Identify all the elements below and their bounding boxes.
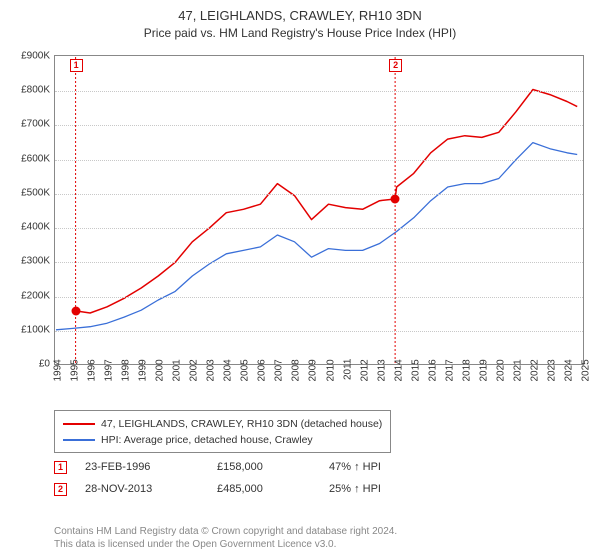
sale-marker-icon: 2 — [389, 59, 402, 72]
x-axis-label: 2013 — [376, 337, 387, 367]
sale-marker-icon: 1 — [70, 59, 83, 72]
transaction-amount: £158,000 — [217, 461, 329, 473]
transaction-marker-icon: 1 — [54, 461, 67, 474]
x-axis-label: 2017 — [444, 337, 455, 367]
y-axis-label: £200K — [21, 290, 50, 301]
x-axis-label: 2004 — [223, 337, 234, 367]
footer-line: This data is licensed under the Open Gov… — [54, 539, 397, 552]
chart-page: 47, LEIGHLANDS, CRAWLEY, RH10 3DN Price … — [0, 0, 600, 560]
transactions-table: 1 23-FEB-1996 £158,000 47% ↑ HPI 2 28-NO… — [54, 456, 459, 500]
gridline — [55, 262, 583, 263]
transaction-amount: £485,000 — [217, 483, 329, 495]
transaction-pct: 47% ↑ HPI — [329, 461, 459, 473]
gridline — [55, 91, 583, 92]
x-axis-label: 2022 — [529, 337, 540, 367]
transaction-marker-icon: 2 — [54, 483, 67, 496]
x-axis-label: 1999 — [138, 337, 149, 367]
plot-box: 12 — [54, 55, 584, 365]
legend-swatch — [63, 423, 95, 425]
legend-label: HPI: Average price, detached house, Craw… — [101, 434, 313, 446]
y-axis-label: £600K — [21, 153, 50, 164]
x-axis-label: 2005 — [240, 337, 251, 367]
gridline — [55, 228, 583, 229]
x-axis-label: 2012 — [359, 337, 370, 367]
page-subtitle: Price paid vs. HM Land Registry's House … — [0, 26, 600, 40]
x-axis-label: 1996 — [87, 337, 98, 367]
x-axis-label: 2016 — [427, 337, 438, 367]
title-block: 47, LEIGHLANDS, CRAWLEY, RH10 3DN Price … — [0, 0, 600, 40]
x-axis-label: 2025 — [581, 337, 592, 367]
x-axis-label: 2021 — [512, 337, 523, 367]
y-axis-label: £100K — [21, 324, 50, 335]
series-line-hpi — [56, 143, 577, 330]
y-axis-label: £700K — [21, 119, 50, 130]
x-axis-label: 2002 — [189, 337, 200, 367]
x-axis-label: 1997 — [104, 337, 115, 367]
y-axis-label: £800K — [21, 85, 50, 96]
sale-dot-icon — [391, 195, 400, 204]
series-line-property — [76, 90, 578, 314]
x-axis-label: 2008 — [291, 337, 302, 367]
x-axis-label: 2020 — [495, 337, 506, 367]
gridline — [55, 160, 583, 161]
x-axis-label: 2011 — [342, 337, 353, 367]
gridline — [55, 125, 583, 126]
chart-area: 12 £0£100K£200K£300K£400K£500K£600K£700K… — [54, 55, 584, 365]
chart-svg — [55, 56, 585, 366]
footer-line: Contains HM Land Registry data © Crown c… — [54, 526, 397, 539]
gridline — [55, 297, 583, 298]
x-axis-label: 2000 — [155, 337, 166, 367]
page-title: 47, LEIGHLANDS, CRAWLEY, RH10 3DN — [0, 8, 600, 23]
legend-label: 47, LEIGHLANDS, CRAWLEY, RH10 3DN (detac… — [101, 418, 382, 430]
x-axis-label: 2023 — [546, 337, 557, 367]
y-axis-label: £900K — [21, 51, 50, 62]
transaction-pct: 25% ↑ HPI — [329, 483, 459, 495]
legend-item: 47, LEIGHLANDS, CRAWLEY, RH10 3DN (detac… — [63, 416, 382, 432]
x-axis-label: 2009 — [308, 337, 319, 367]
x-axis-label: 1995 — [70, 337, 81, 367]
x-axis-label: 2007 — [274, 337, 285, 367]
sale-dot-icon — [71, 306, 80, 315]
transaction-row: 2 28-NOV-2013 £485,000 25% ↑ HPI — [54, 478, 459, 500]
transaction-date: 23-FEB-1996 — [85, 461, 217, 473]
x-axis-label: 2001 — [172, 337, 183, 367]
gridline — [55, 194, 583, 195]
x-axis-label: 2024 — [563, 337, 574, 367]
y-axis-label: £400K — [21, 222, 50, 233]
y-axis-label: £0 — [39, 359, 50, 370]
x-axis-label: 2018 — [461, 337, 472, 367]
x-axis-label: 2014 — [393, 337, 404, 367]
x-axis-label: 1998 — [121, 337, 132, 367]
x-axis-label: 2003 — [206, 337, 217, 367]
x-axis-label: 2019 — [478, 337, 489, 367]
y-axis-label: £500K — [21, 187, 50, 198]
x-axis-label: 2006 — [257, 337, 268, 367]
footer-attribution: Contains HM Land Registry data © Crown c… — [54, 526, 397, 551]
gridline — [55, 331, 583, 332]
legend-item: HPI: Average price, detached house, Craw… — [63, 432, 382, 448]
x-axis-label: 2010 — [325, 337, 336, 367]
y-axis-label: £300K — [21, 256, 50, 267]
transaction-row: 1 23-FEB-1996 £158,000 47% ↑ HPI — [54, 456, 459, 478]
legend-box: 47, LEIGHLANDS, CRAWLEY, RH10 3DN (detac… — [54, 410, 391, 453]
transaction-date: 28-NOV-2013 — [85, 483, 217, 495]
x-axis-label: 2015 — [410, 337, 421, 367]
legend-swatch — [63, 439, 95, 441]
x-axis-label: 1994 — [53, 337, 64, 367]
